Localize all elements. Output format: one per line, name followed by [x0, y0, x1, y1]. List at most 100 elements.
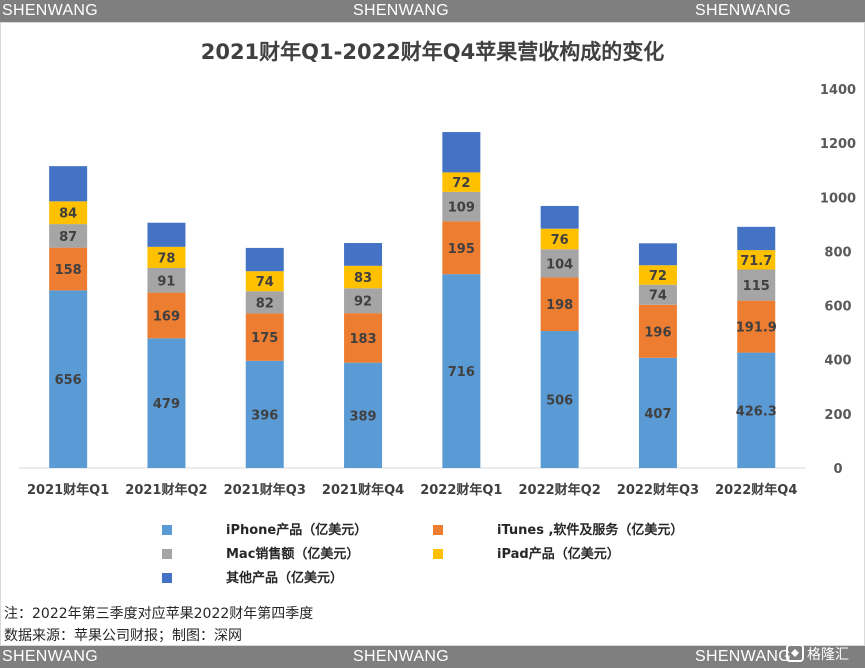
bar-segment-mac: [49, 224, 88, 248]
bar-segment-iphone: [147, 338, 186, 468]
watermark-center: SHENWANG: [353, 2, 450, 19]
bar-segment-mac: [245, 291, 284, 314]
x-category-label: 2022财年Q1: [420, 482, 502, 498]
x-category-label: 2021财年Q3: [224, 482, 306, 498]
data-label-itunes: 191.9: [736, 321, 777, 336]
data-label-ipad: 72: [452, 176, 470, 191]
data-label-iphone: 396: [251, 408, 278, 423]
y-tick-label: 400: [824, 354, 851, 369]
data-label-mac: 82: [256, 296, 274, 311]
bar-segment-ipad: [245, 271, 284, 292]
data-label-itunes: 196: [644, 325, 671, 340]
bar-segment-other: [737, 226, 776, 251]
data-label-itunes: 175: [251, 331, 278, 346]
bar-segment-iphone: [638, 357, 677, 468]
bar-segment-ipad: [147, 246, 186, 268]
bar-segment-ipad: [344, 265, 383, 289]
bar-segment-other: [147, 222, 186, 247]
bar-segment-ipad: [737, 250, 776, 270]
legend-swatch-ipad: [433, 549, 443, 559]
bar-segment-iphone: [344, 362, 383, 468]
data-label-iphone: 426.3: [736, 404, 777, 419]
legend-item-mac: Mac销售额（亿美元）: [162, 543, 359, 562]
gelonghui-logo: 格隆汇: [786, 644, 849, 663]
data-label-iphone: 506: [546, 394, 573, 409]
bar-segment-ipad: [49, 201, 88, 225]
bar-segment-ipad: [638, 265, 677, 285]
y-tick-label: 1200: [820, 137, 856, 152]
legend-label-itunes: iTunes ,软件及服务（亿美元）: [497, 523, 684, 538]
bar-segment-itunes: [245, 313, 284, 361]
bar-segment-mac: [442, 191, 481, 222]
data-label-mac: 91: [157, 274, 175, 289]
bar-segment-itunes: [638, 304, 677, 358]
data-label-mac: 115: [743, 279, 770, 294]
bar-segment-itunes: [49, 247, 88, 291]
bar-segment-itunes: [344, 313, 383, 363]
x-category-label: 2022财年Q2: [519, 482, 601, 498]
bar-segment-other: [344, 243, 383, 266]
bar-segment-mac: [638, 284, 677, 305]
data-label-iphone: 656: [55, 373, 82, 388]
legend-swatch-itunes: [433, 525, 443, 535]
chart-title: 2021财年Q1-2022财年Q4苹果营收构成的变化: [200, 40, 665, 64]
data-label-itunes: 183: [349, 332, 376, 347]
legend-label-mac: Mac销售额（亿美元）: [226, 547, 360, 562]
bar-segment-other: [245, 247, 284, 272]
data-label-ipad: 83: [354, 271, 372, 286]
legend-swatch-iphone: [162, 525, 172, 535]
y-tick-label: 1400: [820, 83, 856, 98]
legend-item-itunes: iTunes ,软件及服务（亿美元）: [433, 519, 683, 538]
legend-label-ipad: iPad产品（亿美元）: [497, 547, 620, 562]
x-category-label: 2022财年Q3: [617, 482, 699, 498]
watermark-left: SHENWANG: [2, 2, 99, 19]
bar-segment-ipad: [442, 172, 481, 192]
bar-segment-mac: [540, 249, 579, 278]
y-tick-label: 1000: [820, 191, 856, 206]
bar-segment-other: [540, 205, 579, 229]
legend-swatch-mac: [162, 549, 172, 559]
bottom-watermark-band: SHENWANG SHENWANG SHENWANG: [0, 646, 865, 668]
data-label-iphone: 479: [153, 397, 180, 412]
data-label-itunes: 169: [153, 309, 180, 324]
bar-segment-mac: [344, 288, 383, 314]
data-label-mac: 104: [546, 257, 573, 272]
legend-item-iphone: iPhone产品（亿美元）: [162, 519, 367, 538]
top-watermark-band: SHENWANG SHENWANG SHENWANG: [0, 0, 865, 22]
data-label-ipad: 74: [256, 275, 274, 290]
x-category-label: 2022财年Q4: [715, 482, 797, 498]
watermark-right: SHENWANG: [695, 2, 792, 19]
bar-segment-other: [49, 166, 88, 202]
bar-segment-itunes: [737, 300, 776, 353]
y-tick-label: 800: [824, 245, 851, 260]
data-label-ipad: 84: [59, 207, 77, 222]
y-tick-label: 200: [824, 408, 851, 423]
logo-text: 格隆汇: [807, 647, 849, 663]
data-label-iphone: 389: [349, 409, 376, 424]
data-label-iphone: 716: [448, 365, 475, 380]
data-label-mac: 74: [649, 289, 667, 304]
bar-segment-ipad: [540, 228, 579, 250]
legend-item-other: 其他产品（亿美元）: [162, 567, 343, 586]
source-note: 数据来源：苹果公司财报；制图：深网: [4, 628, 242, 644]
data-label-mac: 109: [448, 201, 475, 216]
data-label-ipad: 78: [157, 251, 175, 266]
y-tick-label: 0: [833, 462, 842, 477]
bar-segment-itunes: [147, 292, 186, 339]
data-label-mac: 92: [354, 295, 372, 310]
bar-segment-iphone: [442, 274, 481, 468]
bar-segment-mac: [147, 267, 186, 293]
bar-segment-iphone: [737, 352, 776, 468]
x-category-label: 2021财年Q4: [322, 482, 404, 498]
watermark-bottom-center: SHENWANG: [353, 648, 450, 665]
bar-segment-mac: [737, 269, 776, 301]
bar-segment-itunes: [442, 221, 481, 275]
data-label-itunes: 198: [546, 298, 573, 313]
bar-segment-iphone: [540, 331, 579, 468]
footnote: 注：2022年第三季度对应苹果2022财年第四季度: [4, 606, 314, 622]
x-category-label: 2021财年Q2: [125, 482, 207, 498]
bar-segment-iphone: [49, 290, 88, 468]
bar-segment-other: [442, 132, 481, 173]
data-label-ipad: 72: [649, 269, 667, 284]
